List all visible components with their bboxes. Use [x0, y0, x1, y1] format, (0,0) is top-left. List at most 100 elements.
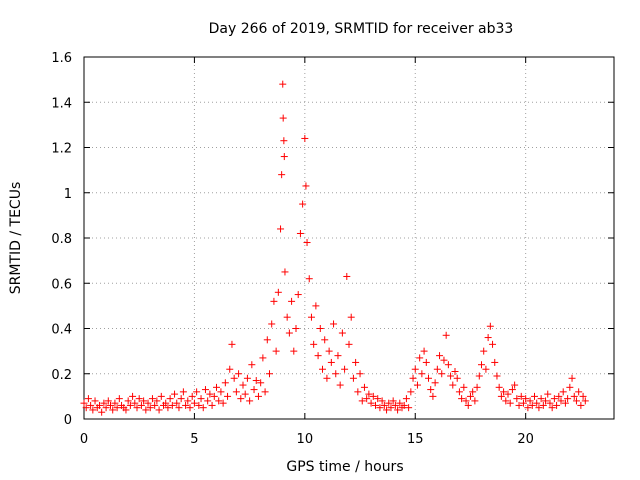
- data-point: [411, 365, 419, 373]
- data-point: [491, 358, 499, 366]
- y-tick-label: 0.2: [51, 368, 72, 383]
- data-point: [239, 381, 247, 389]
- data-point: [144, 399, 152, 407]
- data-point: [391, 401, 399, 409]
- data-point: [107, 401, 114, 409]
- data-point: [281, 268, 289, 276]
- data-point: [407, 388, 415, 396]
- data-point: [129, 392, 137, 400]
- data-point: [539, 401, 547, 409]
- data-point: [157, 392, 165, 400]
- data-point: [365, 390, 373, 398]
- data-point: [179, 388, 187, 396]
- data-point: [177, 395, 185, 403]
- data-point: [221, 379, 229, 387]
- data-point: [394, 406, 402, 414]
- data-point: [497, 392, 505, 400]
- data-point: [232, 388, 240, 396]
- grid-lines: [84, 57, 614, 419]
- data-point: [513, 395, 521, 403]
- data-point: [431, 379, 439, 387]
- data-point: [248, 361, 256, 369]
- data-point: [482, 365, 490, 373]
- data-point: [280, 153, 288, 161]
- data-point: [334, 352, 342, 360]
- data-point: [369, 392, 377, 400]
- data-point: [341, 365, 349, 373]
- data-point: [544, 390, 552, 398]
- data-point: [462, 397, 470, 405]
- data-point: [257, 379, 265, 387]
- data-point: [420, 347, 428, 355]
- data-point: [84, 395, 92, 403]
- data-point: [164, 404, 172, 412]
- data-point: [383, 406, 391, 414]
- data-point: [427, 386, 435, 394]
- data-point: [277, 225, 285, 233]
- data-point: [367, 399, 375, 407]
- data-point: [347, 313, 355, 321]
- data-point: [111, 399, 119, 407]
- data-point: [495, 383, 503, 391]
- data-point: [564, 395, 572, 403]
- data-point: [100, 399, 108, 407]
- data-point: [230, 374, 238, 382]
- data-point: [358, 397, 366, 405]
- data-point: [502, 397, 510, 405]
- data-point: [522, 395, 530, 403]
- data-point: [352, 358, 360, 366]
- data-point: [210, 392, 218, 400]
- data-point: [389, 397, 397, 405]
- data-point: [575, 388, 583, 396]
- data-point: [166, 395, 174, 403]
- data-point: [336, 381, 344, 389]
- y-tick-label: 0: [64, 413, 72, 428]
- data-point: [433, 365, 441, 373]
- data-point: [447, 372, 455, 380]
- data-point: [182, 401, 190, 409]
- data-point: [195, 401, 203, 409]
- data-point: [493, 372, 501, 380]
- data-point: [104, 397, 112, 405]
- data-point: [360, 383, 368, 391]
- data-point: [91, 397, 99, 405]
- data-point: [345, 340, 353, 348]
- data-point: [566, 383, 574, 391]
- data-point: [460, 383, 468, 391]
- data-point: [224, 392, 232, 400]
- data-point: [349, 374, 357, 382]
- data-point: [405, 404, 413, 412]
- data-point: [175, 404, 183, 412]
- data-point: [122, 406, 130, 414]
- data-point: [98, 408, 106, 416]
- data-point: [204, 397, 212, 405]
- data-point: [416, 354, 424, 362]
- data-point: [436, 352, 444, 360]
- y-tick-label: 1.6: [51, 51, 72, 66]
- data-point: [570, 392, 578, 400]
- data-point: [296, 229, 304, 237]
- data-point: [363, 395, 371, 403]
- data-point: [142, 406, 150, 414]
- data-point: [372, 401, 379, 409]
- y-tick-label: 1: [64, 187, 72, 202]
- data-point: [374, 395, 382, 403]
- data-point: [124, 397, 132, 405]
- data-point: [250, 386, 258, 394]
- data-point: [87, 401, 95, 409]
- data-point: [316, 325, 324, 332]
- data-point: [354, 388, 362, 396]
- data-point: [378, 397, 386, 405]
- y-tick-label: 0.6: [51, 277, 72, 292]
- data-point: [332, 370, 340, 378]
- data-point: [206, 390, 214, 398]
- data-point: [199, 404, 207, 412]
- data-point: [312, 302, 320, 310]
- x-tick-label: 0: [80, 432, 88, 447]
- data-point: [484, 334, 492, 342]
- data-point: [279, 114, 287, 122]
- data-point: [535, 404, 543, 412]
- data-point: [385, 399, 393, 407]
- data-point: [553, 401, 561, 409]
- data-point: [162, 399, 170, 407]
